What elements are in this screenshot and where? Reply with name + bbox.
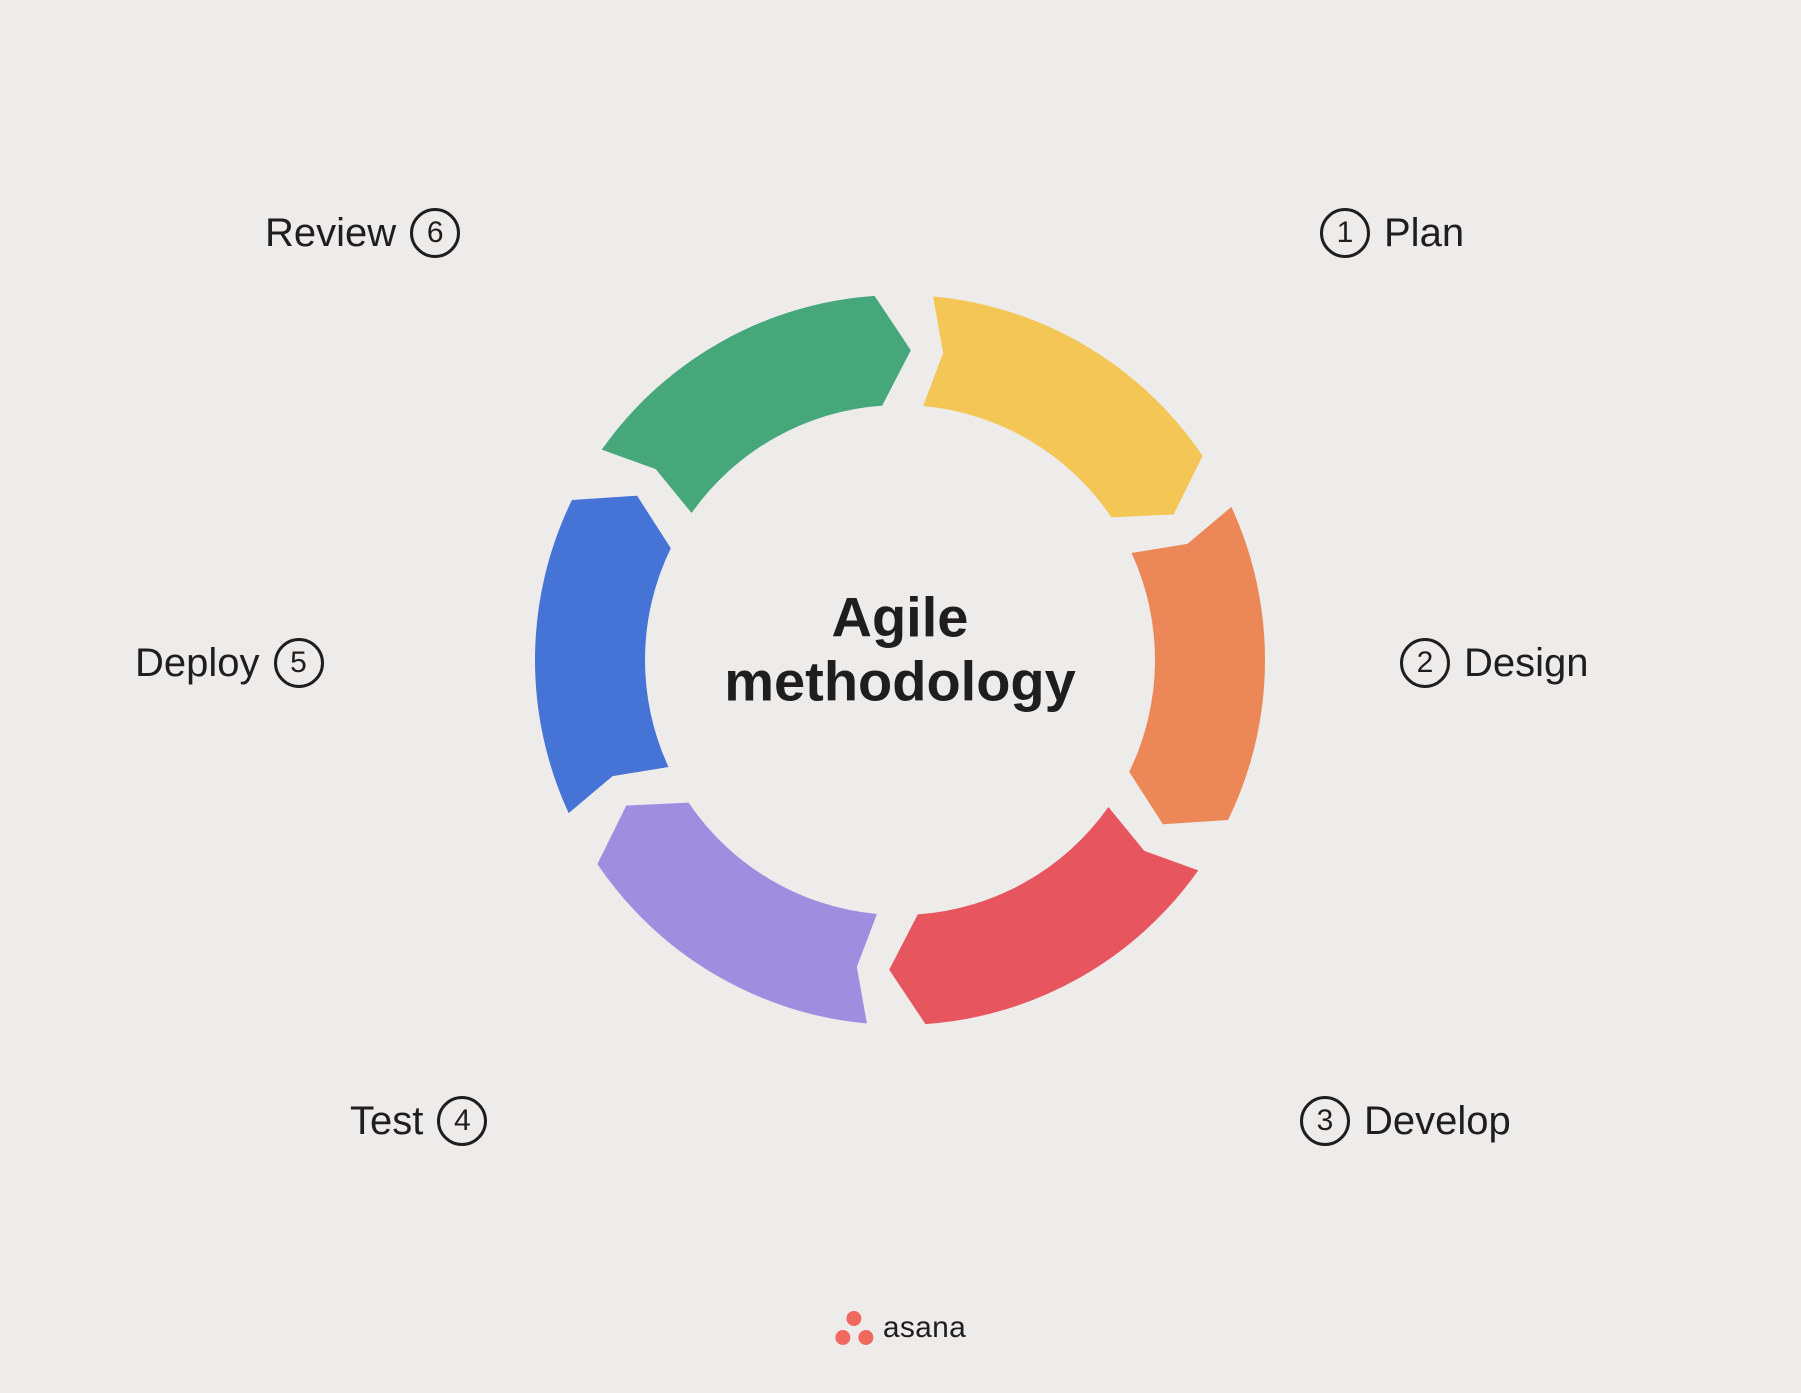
step-number-badge: 6 [410,208,460,258]
cycle-segment-review [602,296,911,513]
cycle-segment-deploy [535,496,671,813]
cycle-segment-develop [889,807,1198,1024]
step-label-text: Develop [1364,1099,1511,1144]
step-label-develop: 3 Develop [1300,1096,1511,1146]
step-label-text: Review [265,211,396,256]
step-number-badge: 2 [1400,638,1450,688]
asana-logo-icon [835,1311,873,1345]
step-label-text: Test [350,1099,423,1144]
step-label-test: Test 4 [350,1096,487,1146]
step-label-text: Design [1464,641,1589,686]
cycle-segment-plan [923,297,1202,518]
step-label-design: 2 Design [1400,638,1589,688]
center-title-line2: methodology [724,650,1076,714]
step-label-deploy: Deploy 5 [135,638,324,688]
diagram-container: Agile methodology 1 Plan 2 Design 3 Develop Te… [0,0,1801,1393]
brand: asana [835,1311,966,1345]
step-label-plan: 1 Plan [1320,208,1464,258]
cycle-segment-design [1129,507,1265,824]
step-number-badge: 1 [1320,208,1370,258]
center-title-line1: Agile [724,585,1076,649]
step-number-badge: 5 [274,638,324,688]
step-label-review: Review 6 [265,208,460,258]
step-number-badge: 3 [1300,1096,1350,1146]
step-label-text: Plan [1384,211,1464,256]
brand-name: asana [883,1311,966,1345]
step-number-badge: 4 [437,1096,487,1146]
step-label-text: Deploy [135,641,260,686]
cycle-segment-test [597,803,876,1024]
center-title: Agile methodology [724,585,1076,714]
